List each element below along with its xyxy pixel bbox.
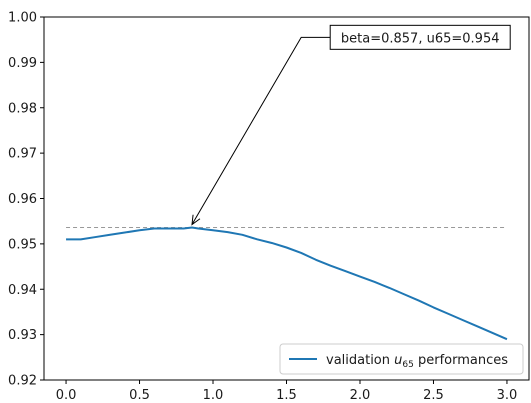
annotation-text: beta=0.857, u65=0.954 <box>341 31 500 46</box>
y-tick-label: 0.95 <box>8 237 37 252</box>
legend-label: validation u65 performances <box>326 353 508 370</box>
y-tick-label: 0.98 <box>8 101 37 116</box>
plot-area-border <box>43 16 530 381</box>
y-tick-label: 0.94 <box>8 283 37 298</box>
y-tick-label: 0.97 <box>8 147 37 162</box>
y-tick-label: 1.00 <box>8 11 37 26</box>
annotation-layer: beta=0.857, u65=0.954 <box>191 24 511 226</box>
annotation-arrowhead <box>191 214 201 226</box>
x-tick-label: 2.5 <box>423 388 444 403</box>
series-layer <box>66 226 508 341</box>
annotation-box <box>329 24 511 50</box>
series-line <box>66 226 508 341</box>
ticks-layer: 0.0 0.5 1.0 1.5 2.0 2.5 3.0 0.92 0.93 0.94 0.95 0.9… <box>8 11 517 403</box>
y-tick-label: 0.99 <box>8 56 37 71</box>
x-tick-label: 2.0 <box>350 388 371 403</box>
x-tick-label: 1.5 <box>276 388 297 403</box>
y-tick-label: 0.96 <box>8 192 37 207</box>
legend-box <box>279 343 524 375</box>
axes-frame <box>43 16 530 381</box>
x-tick-label: 0.5 <box>129 388 150 403</box>
x-tick-label: 1.0 <box>203 388 224 403</box>
y-tick-label: 0.93 <box>8 328 37 343</box>
annotation-arrow <box>191 36 331 225</box>
x-tick-label: 3.0 <box>497 388 518 403</box>
y-tick-label: 0.92 <box>8 374 37 389</box>
x-tick-label: 0.0 <box>56 388 77 403</box>
legend: validation u65 performances <box>279 343 524 375</box>
